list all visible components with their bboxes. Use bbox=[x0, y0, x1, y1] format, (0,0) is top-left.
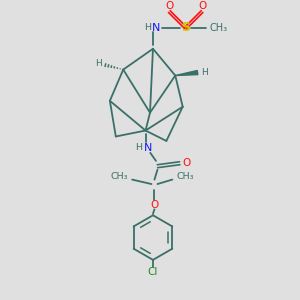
Text: H: H bbox=[201, 68, 208, 77]
Text: O: O bbox=[182, 158, 190, 168]
Text: Cl: Cl bbox=[148, 267, 158, 278]
Text: CH₃: CH₃ bbox=[176, 172, 194, 181]
Text: O: O bbox=[150, 200, 159, 210]
Text: H: H bbox=[95, 59, 102, 68]
Text: H: H bbox=[144, 23, 151, 32]
Text: O: O bbox=[165, 1, 173, 11]
Text: CH₃: CH₃ bbox=[111, 172, 128, 181]
Text: H: H bbox=[136, 143, 142, 152]
Text: N: N bbox=[152, 23, 161, 33]
Text: S: S bbox=[181, 22, 190, 34]
Text: O: O bbox=[198, 1, 206, 11]
Text: CH₃: CH₃ bbox=[209, 23, 227, 33]
Text: N: N bbox=[144, 143, 152, 153]
Polygon shape bbox=[175, 70, 198, 76]
